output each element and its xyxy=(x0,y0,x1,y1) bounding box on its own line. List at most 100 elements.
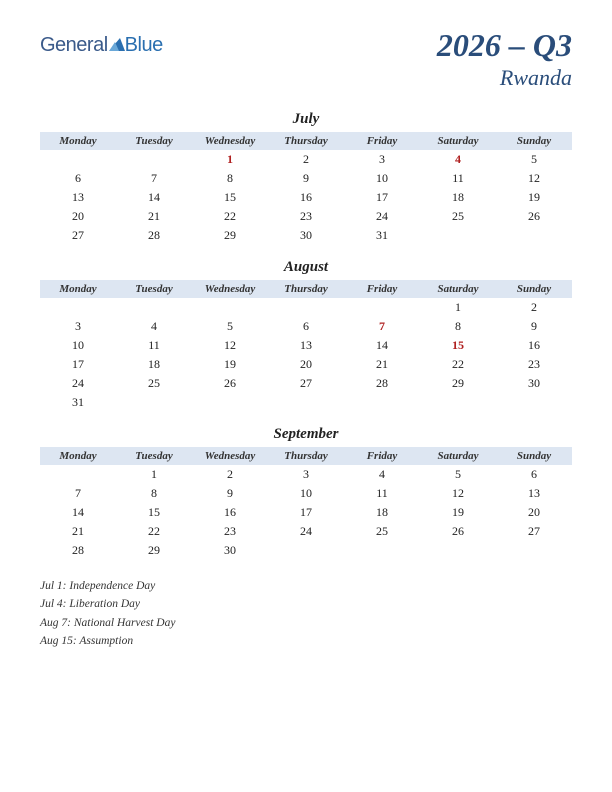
calendar-cell: 8 xyxy=(192,169,268,188)
calendar-cell: 7 xyxy=(40,484,116,503)
day-header: Tuesday xyxy=(116,447,192,465)
calendar-cell: 26 xyxy=(496,207,572,226)
day-header: Saturday xyxy=(420,280,496,298)
day-header: Sunday xyxy=(496,447,572,465)
calendar-cell: 25 xyxy=(344,522,420,541)
calendar-cell: 3 xyxy=(40,317,116,336)
calendar-cell xyxy=(268,393,344,412)
calendar-row: 13141516171819 xyxy=(40,188,572,207)
calendar-cell: 28 xyxy=(40,541,116,560)
calendar-cell: 4 xyxy=(116,317,192,336)
holiday-entry: Jul 1: Independence Day xyxy=(40,578,572,595)
calendar-cell: 30 xyxy=(268,226,344,245)
calendar-cell: 21 xyxy=(344,355,420,374)
calendar-cell: 20 xyxy=(496,503,572,522)
calendar-cell: 18 xyxy=(420,188,496,207)
calendar-cell xyxy=(40,465,116,484)
calendar-cell: 27 xyxy=(40,226,116,245)
calendar-cell: 1 xyxy=(116,465,192,484)
calendar-cell: 24 xyxy=(40,374,116,393)
calendar-cell xyxy=(496,226,572,245)
calendar-cell: 3 xyxy=(268,465,344,484)
calendar-cell xyxy=(344,541,420,560)
calendar-cell: 9 xyxy=(496,317,572,336)
calendar-cell: 1 xyxy=(192,150,268,169)
calendar-cell: 2 xyxy=(192,465,268,484)
calendar-cell: 22 xyxy=(192,207,268,226)
calendar-cell xyxy=(420,541,496,560)
calendar-cell xyxy=(116,298,192,317)
calendar-cell: 12 xyxy=(192,336,268,355)
calendar-cell xyxy=(116,150,192,169)
calendar-cell: 13 xyxy=(40,188,116,207)
calendar-cell: 11 xyxy=(420,169,496,188)
holiday-entry: Aug 15: Assumption xyxy=(40,633,572,650)
calendar-cell: 24 xyxy=(344,207,420,226)
calendar-cell: 6 xyxy=(268,317,344,336)
day-header: Friday xyxy=(344,280,420,298)
calendar-cell: 28 xyxy=(116,226,192,245)
calendar-cell: 7 xyxy=(344,317,420,336)
calendar-cell xyxy=(268,298,344,317)
calendar-cell: 18 xyxy=(344,503,420,522)
month-title: July xyxy=(40,111,572,128)
calendar-cell xyxy=(192,298,268,317)
day-header: Thursday xyxy=(268,132,344,150)
holiday-entry: Jul 4: Liberation Day xyxy=(40,596,572,613)
calendar-row: 21222324252627 xyxy=(40,522,572,541)
calendar-cell: 15 xyxy=(192,188,268,207)
calendar-cell: 28 xyxy=(344,374,420,393)
day-header: Sunday xyxy=(496,132,572,150)
day-header: Saturday xyxy=(420,132,496,150)
calendar-cell: 19 xyxy=(420,503,496,522)
calendar-cell: 20 xyxy=(40,207,116,226)
calendar-row: 10111213141516 xyxy=(40,336,572,355)
calendar-cell: 27 xyxy=(268,374,344,393)
calendar-cell xyxy=(420,393,496,412)
day-header: Thursday xyxy=(268,447,344,465)
day-header: Friday xyxy=(344,132,420,150)
logo-text-general: General xyxy=(40,34,108,57)
logo-triangle-icon xyxy=(109,35,125,56)
calendar-row: 78910111213 xyxy=(40,484,572,503)
calendar-row: 20212223242526 xyxy=(40,207,572,226)
calendar-cell: 30 xyxy=(496,374,572,393)
calendar-cell: 14 xyxy=(40,503,116,522)
title-block: 2026 – Q3 Rwanda xyxy=(437,28,572,91)
calendar-cell: 12 xyxy=(496,169,572,188)
calendar-cell: 15 xyxy=(116,503,192,522)
day-header: Sunday xyxy=(496,280,572,298)
holidays-list: Jul 1: Independence DayJul 4: Liberation… xyxy=(40,578,572,650)
calendar-cell: 16 xyxy=(496,336,572,355)
calendars-container: July MondayTuesdayWednesdayThursdayFriday… xyxy=(40,111,572,560)
calendar-cell: 21 xyxy=(40,522,116,541)
calendar-cell: 19 xyxy=(192,355,268,374)
calendar-row: 6789101112 xyxy=(40,169,572,188)
calendar-cell: 3 xyxy=(344,150,420,169)
calendar-row: 24252627282930 xyxy=(40,374,572,393)
calendar-cell xyxy=(40,150,116,169)
calendar-cell xyxy=(420,226,496,245)
calendar-cell: 11 xyxy=(116,336,192,355)
day-header: Wednesday xyxy=(192,447,268,465)
calendar-cell: 19 xyxy=(496,188,572,207)
day-header: Wednesday xyxy=(192,132,268,150)
day-header: Tuesday xyxy=(116,280,192,298)
calendar-cell: 30 xyxy=(192,541,268,560)
calendar-cell: 17 xyxy=(344,188,420,207)
calendar-cell: 13 xyxy=(496,484,572,503)
calendar-cell: 10 xyxy=(40,336,116,355)
calendar-cell: 17 xyxy=(268,503,344,522)
calendar-cell: 29 xyxy=(420,374,496,393)
calendar-cell: 26 xyxy=(420,522,496,541)
month-title: September xyxy=(40,426,572,443)
calendar-row: 282930 xyxy=(40,541,572,560)
page-subtitle: Rwanda xyxy=(437,65,572,91)
calendar-cell: 15 xyxy=(420,336,496,355)
day-header: Friday xyxy=(344,447,420,465)
calendar-cell: 16 xyxy=(192,503,268,522)
calendar-row: 3456789 xyxy=(40,317,572,336)
page-title: 2026 – Q3 xyxy=(437,28,572,63)
calendar-table: MondayTuesdayWednesdayThursdayFridaySatu… xyxy=(40,280,572,412)
calendar-cell: 23 xyxy=(268,207,344,226)
